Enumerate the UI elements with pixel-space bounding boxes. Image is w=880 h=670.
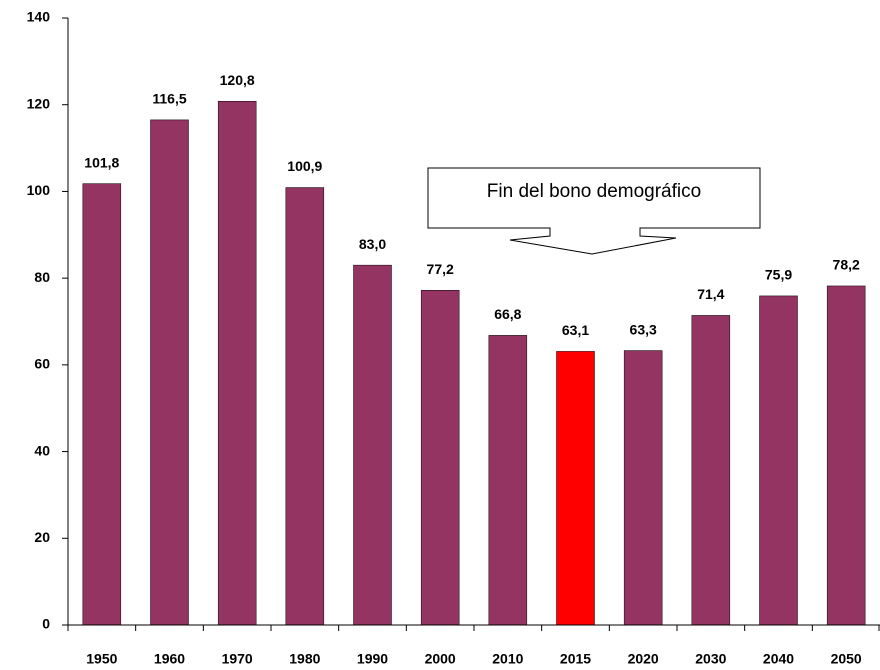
bar bbox=[285, 187, 325, 626]
bar bbox=[556, 351, 595, 626]
value-label: 83,0 bbox=[359, 236, 386, 252]
y-tick-label: 120 bbox=[27, 95, 51, 111]
bar bbox=[488, 335, 528, 626]
bar bbox=[691, 315, 731, 626]
value-label: 100,9 bbox=[287, 158, 322, 174]
value-label: 66,8 bbox=[494, 306, 521, 322]
value-label: 63,3 bbox=[630, 321, 657, 337]
x-tick-label: 1990 bbox=[357, 651, 388, 667]
value-label: 116,5 bbox=[152, 91, 186, 107]
value-label: 71,4 bbox=[697, 286, 724, 302]
x-tick-label: 2020 bbox=[628, 651, 659, 667]
x-tick-label: 1970 bbox=[222, 651, 253, 667]
x-tick-label: 2010 bbox=[492, 651, 523, 667]
bar bbox=[353, 264, 392, 626]
y-tick-label: 40 bbox=[34, 442, 50, 458]
value-label: 75,9 bbox=[765, 267, 792, 283]
y-tick-label: 140 bbox=[27, 9, 51, 25]
x-tick-label: 1950 bbox=[86, 651, 117, 667]
y-tick-label: 20 bbox=[34, 529, 50, 545]
y-tick-label: 100 bbox=[27, 182, 51, 198]
value-label: 77,2 bbox=[427, 261, 454, 277]
value-label: 78,2 bbox=[833, 257, 860, 273]
bar bbox=[82, 183, 122, 626]
y-tick-label: 60 bbox=[34, 356, 50, 372]
value-label: 63,1 bbox=[562, 322, 589, 338]
bar bbox=[150, 119, 189, 626]
y-tick-label: 0 bbox=[42, 616, 50, 632]
bar bbox=[759, 295, 798, 626]
x-tick-label: 2000 bbox=[425, 651, 456, 667]
x-tick-label: 2050 bbox=[831, 651, 862, 667]
y-tick-label: 80 bbox=[34, 269, 50, 285]
bar bbox=[217, 100, 257, 626]
x-tick-label: 1960 bbox=[154, 651, 185, 667]
bar bbox=[826, 285, 866, 626]
x-tick-label: 2040 bbox=[763, 651, 794, 667]
annotation: Fin del bono demográfico bbox=[487, 181, 701, 202]
x-tick-label: 1980 bbox=[289, 651, 320, 667]
value-label: 120,8 bbox=[220, 72, 255, 88]
callout-box bbox=[427, 167, 761, 255]
bar bbox=[420, 290, 460, 626]
x-tick-label: 2015 bbox=[560, 651, 591, 667]
x-tick-label: 2030 bbox=[695, 651, 726, 667]
value-label: 101,8 bbox=[84, 154, 119, 170]
bar bbox=[623, 350, 663, 626]
